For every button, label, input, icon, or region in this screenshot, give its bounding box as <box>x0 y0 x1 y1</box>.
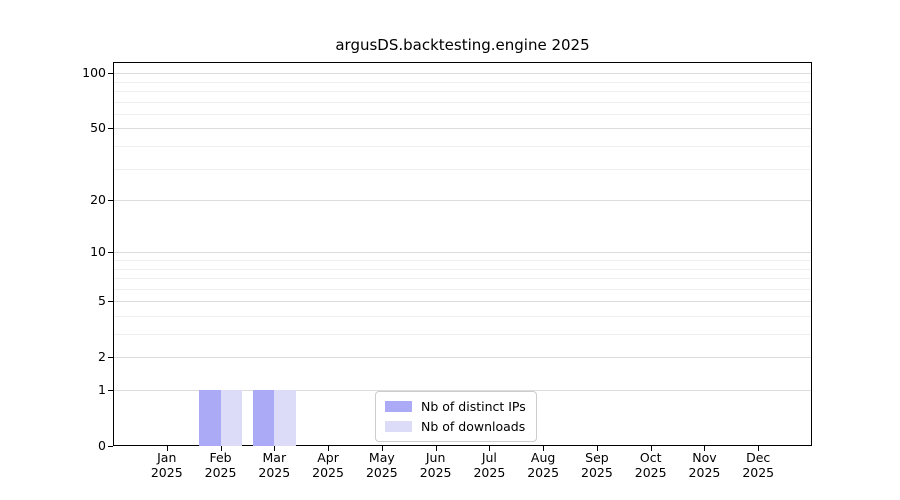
x-tick-month: Jan <box>157 450 177 465</box>
y-major-grid-line <box>114 357 811 359</box>
y-tick-label: 50 <box>90 120 106 136</box>
y-tick-label: 100 <box>82 65 106 81</box>
x-tick-mark <box>650 446 652 451</box>
y-major-grid-line <box>114 73 811 75</box>
x-tick-label: Jun 2025 <box>408 450 464 480</box>
y-minor-grid-line <box>114 146 811 148</box>
x-tick-label: Jul 2025 <box>461 450 517 480</box>
x-tick-mark <box>220 446 222 451</box>
legend-swatch-downloads-icon <box>385 421 412 432</box>
x-tick-month: Apr <box>317 450 339 465</box>
x-tick-month: Feb <box>209 450 232 465</box>
y-minor-grid-line <box>114 91 811 93</box>
x-tick-year: 2025 <box>419 465 452 480</box>
x-tick-year: 2025 <box>204 465 237 480</box>
x-tick-month: Sep <box>585 450 609 465</box>
x-tick-mark <box>758 446 760 451</box>
y-tick-label: 0 <box>98 438 106 453</box>
y-tick-mark <box>108 390 113 391</box>
x-tick-label: May 2025 <box>354 450 410 480</box>
legend-item-downloads: Nb of downloads <box>385 419 526 434</box>
x-tick-label: Nov 2025 <box>676 450 732 480</box>
y-tick-mark <box>108 200 113 201</box>
x-tick-year: 2025 <box>688 465 721 480</box>
x-tick-year: 2025 <box>581 465 613 480</box>
x-tick-mark <box>596 446 598 451</box>
y-tick-label: 2 <box>98 349 106 365</box>
x-tick-mark <box>274 446 276 451</box>
x-tick-mark <box>381 446 383 451</box>
x-tick-label: Mar 2025 <box>246 450 302 480</box>
x-tick-month: Oct <box>639 450 662 465</box>
chart-title: argusDS.backtesting.engine 2025 <box>335 36 590 54</box>
y-tick-mark <box>108 446 113 447</box>
y-tick-mark <box>108 357 113 358</box>
x-tick-year: 2025 <box>258 465 291 480</box>
x-tick-mark <box>328 446 330 451</box>
x-tick-year: 2025 <box>312 465 344 480</box>
y-minor-grid-line <box>114 288 811 290</box>
x-tick-month: May <box>368 450 395 465</box>
x-tick-year: 2025 <box>634 465 667 480</box>
x-tick-year: 2025 <box>527 465 560 480</box>
y-tick-label: 1 <box>98 382 106 397</box>
x-tick-label: Oct 2025 <box>623 450 679 480</box>
x-tick-label: Sep 2025 <box>569 450 625 480</box>
y-minor-grid-line <box>114 168 811 170</box>
y-major-grid-line <box>114 252 811 254</box>
y-minor-grid-line <box>114 101 811 103</box>
y-minor-grid-line <box>114 268 811 270</box>
legend: Nb of distinct IPs Nb of downloads <box>375 391 537 442</box>
bar-distinct-ips <box>252 390 275 446</box>
legend-item-distinct-ips: Nb of distinct IPs <box>385 399 526 414</box>
y-tick-mark <box>108 252 113 253</box>
x-tick-year: 2025 <box>365 465 398 480</box>
x-tick-year: 2025 <box>150 465 183 480</box>
x-tick-label: Aug 2025 <box>515 450 571 480</box>
x-tick-mark <box>166 446 168 451</box>
bar-downloads <box>274 390 296 446</box>
y-minor-grid-line <box>114 334 811 336</box>
x-tick-mark <box>543 446 545 451</box>
y-major-grid-line <box>114 128 811 130</box>
y-minor-grid-line <box>114 315 811 317</box>
x-tick-label: Jan 2025 <box>139 450 195 480</box>
legend-swatch-distinct-ips-icon <box>385 401 412 412</box>
y-tick-label: 5 <box>98 293 106 309</box>
y-tick-label: 10 <box>90 244 106 260</box>
bar-distinct-ips <box>199 390 221 446</box>
x-tick-label: Feb 2025 <box>193 450 249 480</box>
x-tick-year: 2025 <box>742 465 775 480</box>
y-major-grid-line <box>114 390 811 391</box>
x-tick-label: Dec 2025 <box>730 450 786 480</box>
x-tick-month: Aug <box>530 450 556 465</box>
x-tick-label: Apr 2025 <box>300 450 356 480</box>
y-minor-grid-line <box>114 278 811 280</box>
y-minor-grid-line <box>114 81 811 83</box>
plot-area: Nb of distinct IPs Nb of downloads <box>113 62 812 446</box>
y-minor-grid-line <box>114 113 811 115</box>
x-tick-mark <box>489 446 491 451</box>
y-major-grid-line <box>114 200 811 202</box>
x-tick-month: Jul <box>481 450 497 465</box>
x-tick-month: Mar <box>262 450 287 465</box>
bar-downloads <box>220 390 243 446</box>
x-tick-mark <box>704 446 706 451</box>
y-tick-mark <box>108 301 113 302</box>
y-tick-mark <box>108 128 113 129</box>
legend-label-distinct-ips: Nb of distinct IPs <box>421 399 526 414</box>
y-tick-label: 20 <box>90 192 106 208</box>
x-tick-month: Dec <box>746 450 771 465</box>
y-major-grid-line <box>114 301 811 303</box>
x-tick-month: Jun <box>425 450 446 465</box>
x-tick-year: 2025 <box>473 465 506 480</box>
legend-label-downloads: Nb of downloads <box>421 419 526 434</box>
x-tick-month: Nov <box>692 450 717 465</box>
y-tick-mark <box>108 73 113 74</box>
x-tick-mark <box>435 446 437 451</box>
y-minor-grid-line <box>114 260 811 261</box>
